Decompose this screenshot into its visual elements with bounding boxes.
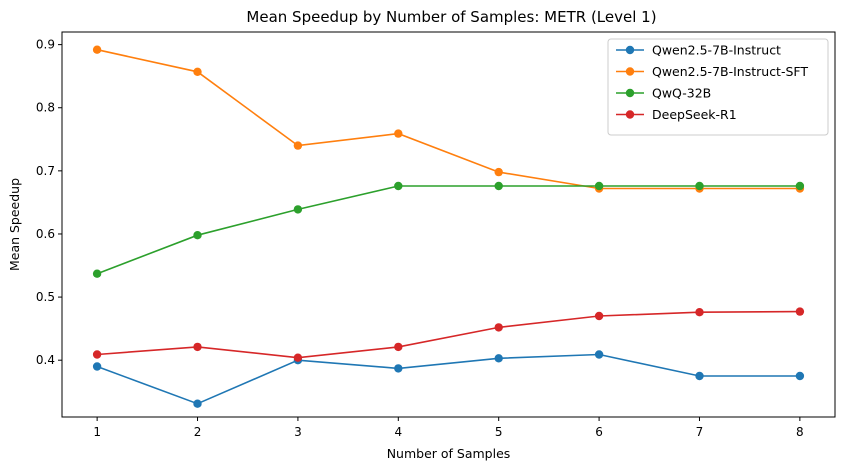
data-point bbox=[795, 181, 805, 191]
data-point bbox=[695, 371, 704, 381]
data-point bbox=[494, 167, 503, 177]
y-tick-label: 0.6 bbox=[36, 227, 55, 241]
data-point bbox=[795, 307, 805, 316]
data-point bbox=[494, 181, 503, 191]
data-point bbox=[394, 181, 403, 191]
series-line bbox=[97, 310, 800, 359]
data-point bbox=[92, 269, 102, 278]
data-point bbox=[494, 354, 503, 363]
legend-box bbox=[607, 38, 829, 136]
data-point bbox=[193, 399, 202, 408]
legend-entry: DeepSeek-R1 bbox=[652, 107, 737, 122]
chart-title: Mean Speedup by Number of Samples: METR … bbox=[246, 8, 656, 26]
x-tick-label: 6 bbox=[595, 425, 603, 439]
y-tick-label: 0.8 bbox=[36, 101, 55, 115]
data-point bbox=[394, 342, 403, 352]
data-point bbox=[193, 67, 202, 77]
series-line bbox=[96, 185, 800, 275]
y-axis-label: Mean Speedup bbox=[7, 178, 22, 271]
series-layer bbox=[92, 45, 805, 408]
legend-entry: Qwen2.5-7B-Instruct bbox=[652, 43, 781, 58]
data-point bbox=[795, 371, 805, 381]
x-tick-label: 8 bbox=[796, 425, 804, 439]
legend-entry: Qwen2.5-7B-Instruct-SFT bbox=[652, 64, 808, 79]
y-axis: 0.4 0.5 0.6 0.7 0.8 0.9 bbox=[36, 38, 62, 367]
x-tick-label: 3 bbox=[294, 425, 302, 439]
x-tick-label: 7 bbox=[696, 425, 704, 439]
data-point bbox=[92, 350, 102, 359]
data-point bbox=[293, 205, 303, 214]
y-tick-label: 0.9 bbox=[36, 38, 55, 52]
data-point bbox=[594, 311, 604, 321]
data-point bbox=[92, 45, 102, 54]
series-line bbox=[96, 48, 800, 190]
data-point bbox=[695, 181, 704, 191]
x-tick-label: 2 bbox=[194, 425, 202, 439]
data-point bbox=[394, 364, 403, 373]
data-point bbox=[494, 323, 503, 332]
x-axis: 1 2 3 4 5 6 7 8 bbox=[93, 417, 804, 439]
legend-marker bbox=[625, 110, 635, 119]
data-point bbox=[293, 353, 303, 362]
data-point bbox=[193, 231, 202, 240]
series-line bbox=[96, 353, 800, 405]
y-tick-label: 0.5 bbox=[36, 290, 55, 304]
legend: Qwen2.5-7B-Instruct Qwen2.5-7B-Instruct-S… bbox=[607, 38, 829, 136]
data-point bbox=[193, 342, 202, 352]
legend-entry: QwQ-32B bbox=[652, 86, 711, 101]
plot-area bbox=[61, 31, 836, 418]
x-tick-label: 5 bbox=[495, 425, 503, 439]
data-point bbox=[594, 181, 604, 191]
data-point bbox=[695, 308, 704, 317]
legend-marker bbox=[625, 88, 635, 98]
x-tick-label: 1 bbox=[93, 425, 101, 439]
data-point bbox=[92, 362, 102, 371]
data-point bbox=[293, 141, 303, 150]
data-point bbox=[594, 350, 604, 359]
data-point bbox=[394, 129, 403, 138]
legend-marker bbox=[625, 45, 635, 55]
y-tick-label: 0.4 bbox=[36, 353, 55, 367]
y-tick-label: 0.7 bbox=[36, 164, 55, 178]
legend-marker bbox=[625, 67, 635, 76]
x-tick-label: 4 bbox=[394, 425, 402, 439]
x-axis-label: Number of Samples bbox=[387, 446, 511, 461]
